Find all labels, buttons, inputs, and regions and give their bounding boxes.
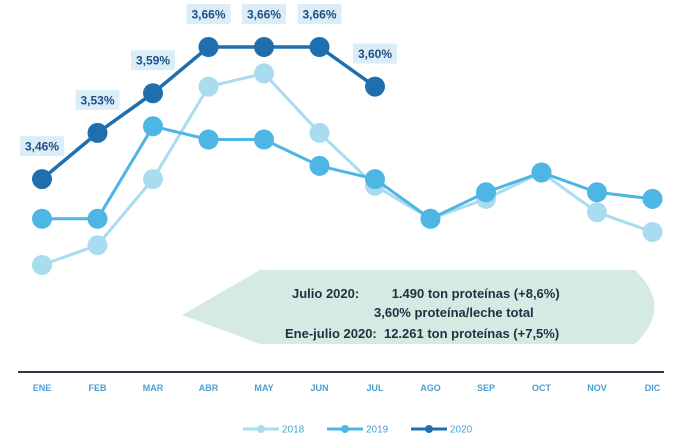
series-2019-point-feb — [87, 208, 108, 229]
data-label-box-may — [242, 4, 286, 24]
x-tick-feb: FEB — [89, 383, 108, 393]
series-layer — [32, 37, 663, 275]
data-label-jul: 3,60% — [358, 47, 392, 61]
series-2019-point-ene — [32, 208, 52, 229]
series-2020-point-jun — [309, 37, 330, 57]
annotation-line-1: Julio 2020: 1.490 ton proteínas (+8,6%) — [292, 286, 560, 301]
series-2018-point-nov — [587, 202, 607, 223]
series-2020-point-jul — [365, 76, 385, 97]
series-2019-point-sep — [476, 182, 496, 203]
series-2020-point-feb — [87, 122, 108, 143]
series-2018-point-may — [254, 63, 274, 84]
series-2018-point-jun — [309, 122, 330, 143]
data-label-feb: 3,53% — [80, 93, 114, 107]
series-2019-point-jun — [309, 155, 330, 176]
series-2019-point-may — [254, 129, 274, 150]
series-2019-line — [42, 124, 653, 221]
data-label-box-feb — [75, 89, 120, 110]
data-label-mar: 3,59% — [136, 54, 170, 68]
legend-label-2020: 2020 — [450, 425, 473, 434]
x-tick-ene: ENE — [33, 383, 52, 393]
legend-label-2018: 2018 — [282, 425, 305, 434]
x-tick-ago: AGO — [420, 383, 441, 393]
series-2019-point-dic — [642, 188, 663, 209]
series-2019-point-jul — [365, 169, 385, 190]
series-2019-point-ago — [420, 208, 441, 229]
x-tick-nov: NOV — [587, 383, 607, 393]
x-tick-dic: DIC — [645, 383, 661, 393]
legend-marker-2019 — [341, 425, 349, 433]
x-tick-jul: JUL — [366, 383, 384, 393]
data-label-box-abr — [186, 4, 231, 24]
series-2018-point-mar — [143, 169, 163, 190]
x-tick-mar: MAR — [143, 383, 164, 393]
data-label-may: 3,66% — [247, 8, 281, 22]
legend-marker-2018 — [257, 425, 265, 433]
data-label-ene: 3,46% — [25, 140, 59, 154]
series-2020-point-may — [254, 37, 274, 57]
legend-item-2020: 2020 — [411, 425, 473, 434]
annotation-line-3: Ene-julio 2020: 12.261 ton proteínas (+7… — [285, 326, 559, 341]
series-2020-point-ene — [32, 169, 52, 190]
x-tick-abr: ABR — [199, 383, 219, 393]
x-tick-oct: OCT — [532, 383, 552, 393]
series-2018-point-feb — [87, 235, 108, 256]
data-label-box-mar — [131, 50, 175, 71]
series-2018-point-dic — [642, 222, 663, 242]
data-labels-layer: 3,46% 3,53% 3,59% 3,66% 3,66% 3,66% 3,60% — [20, 4, 397, 157]
x-tick-sep: SEP — [477, 383, 495, 393]
legend-item-2019: 2019 — [327, 425, 389, 434]
series-2020-point-mar — [143, 83, 163, 104]
series-2019-point-abr — [198, 129, 219, 150]
x-tick-jun: JUN — [310, 383, 328, 393]
series-2018-line — [41, 71, 654, 267]
legend-item-2018: 2018 — [243, 425, 305, 434]
series-2018-point-ene — [32, 255, 52, 275]
series-2018-point-abr — [198, 76, 219, 97]
legend-marker-2020 — [425, 425, 433, 433]
series-2019-point-mar — [143, 116, 163, 137]
legend-label-2019: 2019 — [366, 425, 389, 434]
series-2020-point-abr — [198, 37, 219, 57]
legend: 2018 2019 2020 — [243, 425, 473, 434]
x-tick-may: MAY — [254, 383, 273, 393]
data-label-box-jul — [353, 43, 397, 64]
data-label-box-ene — [20, 136, 64, 157]
annotation-callout — [182, 270, 655, 344]
data-label-jun: 3,66% — [302, 8, 336, 22]
data-label-abr: 3,66% — [191, 8, 225, 22]
x-axis-tick-labels: ENE FEB MAR ABR MAY JUN JUL AGO SEP OCT NOV DIC — [33, 383, 661, 393]
annotation-line-2: 3,60% proteína/leche total — [374, 305, 534, 320]
series-2019-point-nov — [587, 182, 607, 203]
series-2019-point-oct — [531, 162, 552, 183]
data-label-box-jun — [297, 4, 342, 24]
